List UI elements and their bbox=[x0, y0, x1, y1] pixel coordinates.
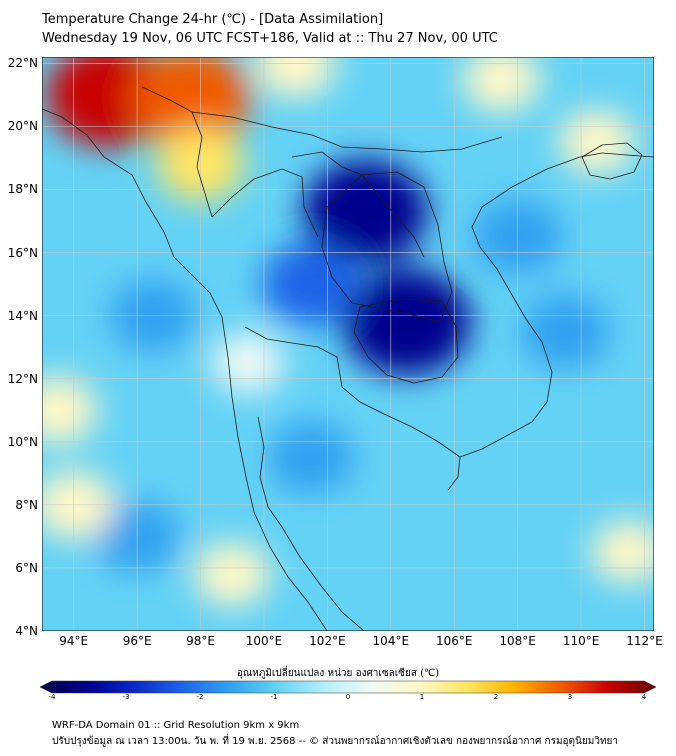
chart-title: Temperature Change 24-hr (℃) - [Data Ass… bbox=[42, 12, 384, 27]
lon-tick-label: 98°E bbox=[186, 634, 215, 648]
lon-tick-label: 104°E bbox=[372, 634, 410, 648]
anomaly-warm-south-china bbox=[462, 57, 541, 113]
colorbar-tick-label: 2 bbox=[493, 693, 499, 701]
colorbar-tick-label: -1 bbox=[270, 693, 278, 701]
colorbar-tick-label: -2 bbox=[196, 693, 204, 701]
lon-tick-label: 106°E bbox=[435, 634, 473, 648]
anomaly-cold-core-northeast-thailand bbox=[303, 159, 428, 264]
graticule bbox=[42, 57, 654, 631]
border-cambodia bbox=[353, 298, 459, 384]
model-info: WRF-DA Domain 01 :: Grid Resolution 9km … bbox=[52, 720, 300, 731]
lat-tick-label: 8°N bbox=[15, 497, 38, 512]
colorbar-tick-label: 3 bbox=[567, 693, 573, 701]
coastline-myanmar-thailand bbox=[42, 108, 328, 631]
coastline-peninsula-east bbox=[257, 416, 365, 631]
colorbar-gradient bbox=[40, 680, 656, 694]
anomaly-cold-central-thailand bbox=[262, 242, 361, 326]
anomaly-cold-gulf-of-thailand bbox=[268, 421, 355, 494]
anomaly-warm-core-myanmar-east bbox=[131, 57, 252, 148]
border-myanmar-north bbox=[141, 86, 213, 218]
lon-tick-label: 110°E bbox=[562, 634, 600, 648]
colorbar-tick-label: 0 bbox=[345, 693, 351, 701]
border-laos bbox=[291, 151, 425, 258]
temperature-change-map bbox=[41, 56, 655, 632]
lon-tick-label: 94°E bbox=[59, 634, 89, 648]
anomaly-cold-south-china-sea bbox=[521, 294, 610, 369]
lat-tick-label: 10°N bbox=[7, 434, 38, 449]
colorbar-tick-label: 4 bbox=[641, 693, 647, 701]
anomaly-warm-north-band bbox=[254, 57, 337, 99]
temperature-anomaly-field bbox=[42, 57, 654, 607]
colorbar-tick-label: -4 bbox=[48, 693, 56, 701]
lat-tick-label: 16°N bbox=[7, 245, 38, 260]
border-china bbox=[191, 111, 503, 153]
lon-tick-label: 100°E bbox=[245, 634, 283, 648]
credit-line: ปรับปรุงข้อมูล ณ เวลา 13:00น. วัน พ. ที่… bbox=[52, 736, 619, 747]
coastlines bbox=[42, 86, 654, 631]
border-northeast-thailand bbox=[321, 171, 453, 323]
lat-tick-label: 18°N bbox=[7, 182, 38, 197]
lon-tick-label: 112°E bbox=[626, 634, 663, 648]
anomaly-warm-west-edge bbox=[42, 376, 98, 445]
lat-tick-label: 6°N bbox=[15, 560, 38, 575]
border-thailand-north bbox=[211, 168, 319, 238]
anomaly-warm-andaman-coast bbox=[212, 332, 285, 394]
colorbar bbox=[40, 680, 656, 694]
lat-tick-label: 12°N bbox=[7, 371, 38, 386]
coastline-south-china bbox=[601, 152, 654, 158]
coastline-vietnam bbox=[459, 152, 603, 458]
lat-tick-label: 22°N bbox=[7, 56, 38, 71]
lat-tick-label: 20°N bbox=[7, 119, 38, 134]
chart-subtitle: Wednesday 19 Nov, 06 UTC FCST+186, Valid… bbox=[42, 31, 498, 46]
lon-tick-label: 96°E bbox=[122, 634, 152, 648]
lon-tick-label: 108°E bbox=[499, 634, 536, 648]
anomaly-warm-malaysia bbox=[194, 541, 271, 607]
lat-tick-label: 14°N bbox=[7, 308, 38, 323]
coastline-hainan bbox=[581, 142, 643, 180]
anomaly-warm-hainan bbox=[558, 109, 635, 175]
colorbar-title: อุณหภูมิเปลี่ยนแปลง หน่วย องศาเซลเซียส (… bbox=[236, 668, 440, 679]
colorbar-tick-label: 1 bbox=[419, 693, 425, 701]
anomaly-cold-core-cambodia bbox=[342, 268, 471, 376]
colorbar-tick-label: -3 bbox=[122, 693, 130, 701]
lat-tick-label: 4°N bbox=[15, 624, 38, 638]
lon-tick-label: 102°E bbox=[309, 634, 346, 648]
